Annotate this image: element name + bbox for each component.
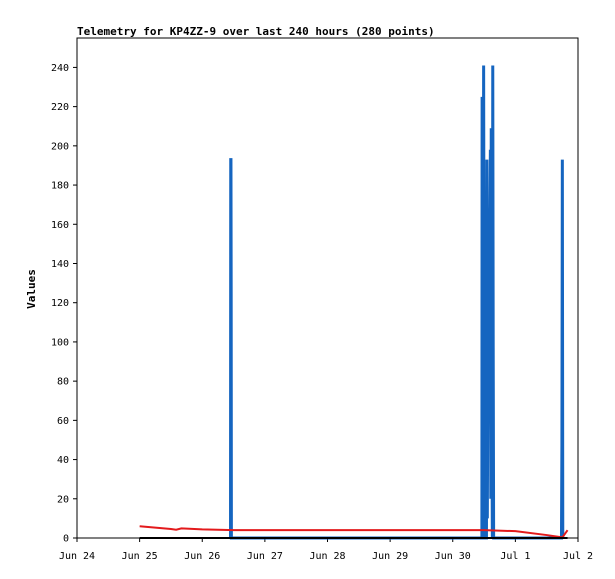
y-axis-label: Values [25, 269, 38, 309]
y-tick-label: 20 [57, 494, 69, 505]
x-axis-ticks: Jun 24 Jun 25 Jun 26 Jun 27 Jun 28 Jun 29 Jun … [59, 538, 593, 562]
x-tick-label: Jun 29 [372, 551, 408, 562]
x-tick-label: Jun 24 [59, 551, 95, 562]
x-tick-label: Jun 26 [184, 551, 220, 562]
y-tick-label: 220 [51, 102, 69, 113]
y-tick-label: 180 [51, 181, 69, 192]
y-tick-label: 140 [51, 259, 69, 270]
x-tick-label: Jun 25 [122, 551, 158, 562]
x-tick-label: Jun 28 [309, 551, 345, 562]
series-layer [139, 65, 569, 540]
chart-title: Telemetry for KP4ZZ-9 over last 240 hour… [77, 25, 435, 38]
series-1-line [229, 65, 565, 540]
x-tick-label: Jun 30 [435, 551, 471, 562]
x-tick-label: Jul 2 [563, 551, 593, 562]
y-tick-label: 120 [51, 298, 69, 309]
y-axis-ticks: 0 20 40 60 80 100 120 140 160 180 200 220 240 [51, 63, 77, 545]
y-tick-label: 40 [57, 455, 69, 466]
y-tick-label: 80 [57, 377, 69, 388]
y-tick-label: 200 [51, 141, 69, 152]
y-tick-label: 60 [57, 416, 69, 427]
series-2-line [139, 525, 569, 539]
y-tick-label: 0 [63, 534, 69, 545]
plot-frame [76, 37, 579, 539]
plot-area: 0 20 40 60 80 100 120 140 160 180 200 220 240 Jun 24… [51, 37, 593, 562]
x-tick-label: Jun 27 [247, 551, 283, 562]
x-tick-label: Jul 1 [500, 551, 530, 562]
y-tick-label: 160 [51, 220, 69, 231]
y-tick-label: 100 [51, 337, 69, 348]
y-tick-label: 240 [51, 63, 69, 74]
